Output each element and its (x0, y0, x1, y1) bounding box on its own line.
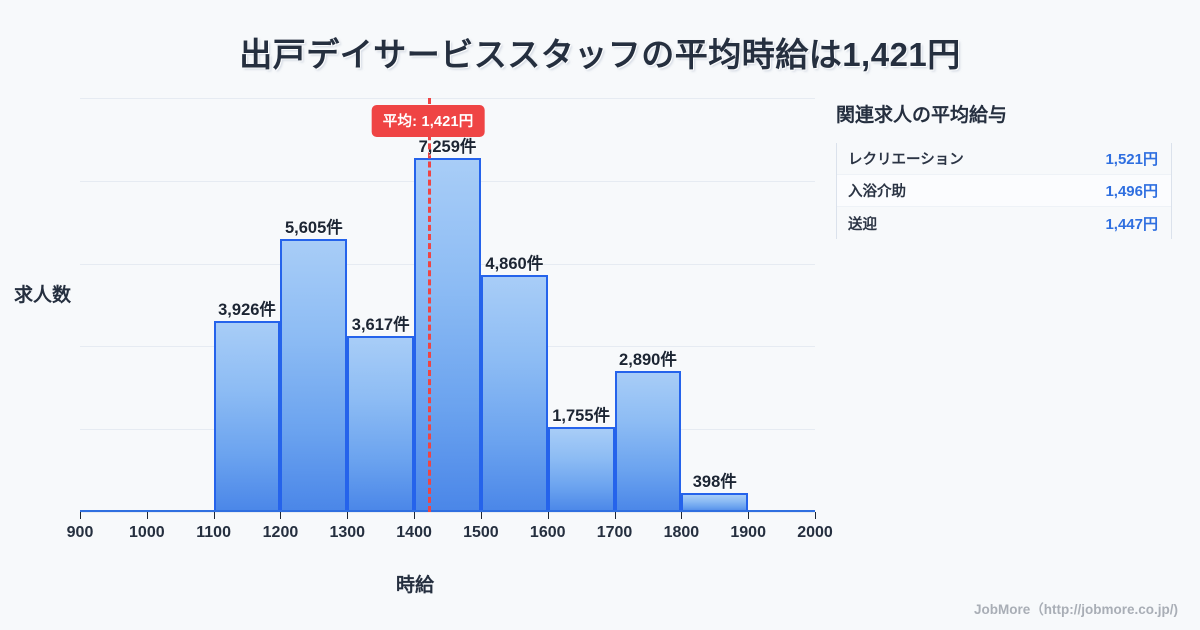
average-line (428, 98, 432, 512)
x-axis-tick-label: 1200 (262, 524, 299, 541)
related-salary-row-name: 入浴介助 (848, 184, 906, 200)
x-axis-tick (614, 512, 616, 519)
x-axis-tick-label: 1800 (663, 524, 700, 541)
histogram-chart: 求人数 3,926件 5,605件 3,617件 7,259件 4,860件 1,755件… (14, 98, 833, 596)
x-axis-tick (480, 512, 482, 519)
related-salary-row: 送迎 1,447円 (837, 207, 1171, 239)
bar-value-label: 3,926件 (218, 300, 276, 319)
bar-value-label: 4,860件 (485, 255, 544, 274)
x-axis-tick-label: 2000 (797, 524, 833, 541)
related-salary-table: レクリエーション 1,521円入浴介助 1,496円送迎 1,447円 (836, 143, 1172, 239)
x-axis-tick-label: 1600 (529, 524, 566, 541)
page-title: 出戸デイサービススタッフの平均時給は1,421円 (239, 36, 961, 73)
x-axis-tick-label: 1700 (596, 524, 633, 541)
x-axis-tick (815, 512, 816, 519)
footer-watermark: JobMore（http://jobmore.co.jp/) (974, 602, 1178, 617)
x-axis-tick (213, 512, 215, 519)
related-salary-panel: 関連求人の平均給与 レクリエーション 1,521円入浴介助 1,496円送迎 1,44… (836, 100, 1172, 239)
x-axis-tick-label: 1100 (196, 524, 231, 541)
histogram-bar (480, 275, 548, 512)
plot-area (80, 98, 815, 513)
x-axis-tick-label: 1300 (329, 524, 366, 541)
related-salary-row: レクリエーション 1,521円 (837, 143, 1171, 175)
x-axis-tick (146, 512, 148, 519)
x-axis-tick (748, 512, 750, 519)
histogram-bar (614, 371, 682, 512)
related-salary-row-name: レクリエーション (848, 152, 964, 168)
gridline (80, 512, 815, 513)
related-salary-row-value: 1,521円 (1105, 151, 1158, 168)
x-axis-tick-label: 1000 (129, 524, 165, 541)
x-axis-tick-label: 1500 (463, 524, 499, 541)
related-salary-row: 入浴介助 1,496円 (837, 175, 1171, 207)
x-axis-tick (547, 512, 549, 519)
bar-value-label: 5,605件 (284, 219, 343, 237)
x-axis-tick (414, 512, 416, 519)
x-axis-tick (681, 512, 683, 519)
related-salary-title: 関連求人の平均給与 (836, 105, 1008, 126)
x-axis-tick-label: 900 (66, 524, 94, 541)
x-axis-tick (80, 512, 81, 519)
x-axis-tick (347, 512, 349, 519)
x-axis-tick-label: 1900 (730, 524, 766, 541)
histogram-bar (681, 492, 749, 512)
bar-value-label: 2,890件 (619, 351, 677, 370)
related-salary-row-name: 送迎 (848, 216, 877, 233)
x-axis-tick-label: 1400 (396, 524, 432, 541)
x-axis-title: 時給 (395, 575, 434, 596)
histogram-bar (414, 158, 481, 512)
related-salary-row-value: 1,447円 (1105, 215, 1158, 233)
histogram-bar (213, 320, 281, 512)
bar-value-label: 398件 (692, 472, 737, 491)
related-salary-row-value: 1,496円 (1105, 183, 1158, 200)
histogram-bar (547, 426, 615, 512)
average-badge: 平均: 1,421円 (371, 105, 485, 137)
x-axis-baseline (80, 510, 815, 512)
bar-value-label: 3,617件 (351, 315, 410, 334)
x-axis-tick (280, 512, 282, 519)
bar-value-label: 1,755件 (552, 406, 611, 425)
bar-value-label: 7,259件 (418, 138, 477, 157)
histogram-bar (347, 335, 415, 512)
histogram-bar (280, 239, 348, 512)
gridline (80, 98, 815, 99)
y-axis-title: 求人数 (14, 285, 72, 306)
